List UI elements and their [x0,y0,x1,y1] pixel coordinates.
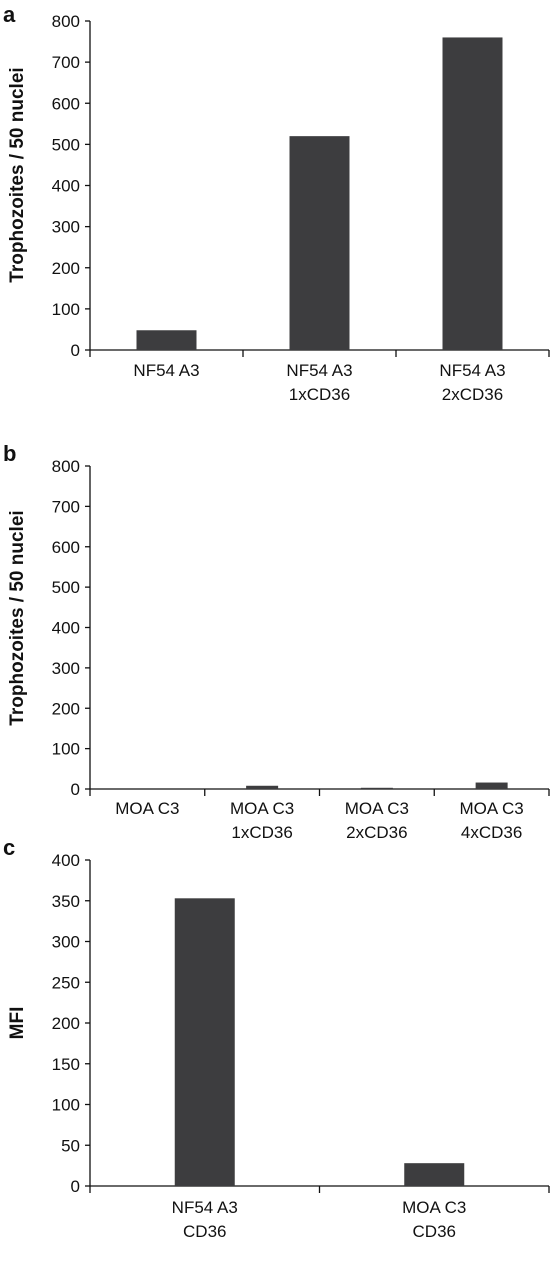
panel-c-y-tick-label: 300 [52,933,80,952]
panel-b-y-axis-title: Trophozoites / 50 nuclei [7,510,28,725]
panel-a-y-tick-label: 400 [52,177,80,196]
panel-b-category-label: MOA C3 [345,799,409,818]
panel-a-y-tick-label: 200 [52,259,80,278]
panel-a-bar [442,37,503,350]
panel-b-category-label: 1xCD36 [231,823,292,842]
panel-a-y-tick-label: 700 [52,53,80,72]
panel-b-y-tick-label: 800 [52,457,80,476]
panel-c-label: c [3,835,15,860]
panel-c-category-label: CD36 [183,1222,226,1241]
panel-c-y-tick-label: 0 [71,1177,80,1196]
panel-b-bar [246,785,279,789]
panel-b-category-label: 2xCD36 [346,823,407,842]
panel-a-bar [289,136,350,350]
panel-b-y-tick-label: 400 [52,619,80,638]
panel-b-y-tick-label: 0 [71,780,80,799]
panel-a-y-tick-label: 300 [52,218,80,237]
panel-b-y-tick-label: 100 [52,740,80,759]
panel-a-category-label: NF54 A3 [286,361,352,380]
panel-a-y-tick-label: 0 [71,341,80,360]
panel-c-y-tick-label: 250 [52,973,80,992]
panel-b-y-tick-label: 500 [52,578,80,597]
panel-b-y-tick-label: 600 [52,538,80,557]
panel-b-category-label: MOA C3 [230,799,294,818]
panel-c-y-tick-label: 150 [52,1055,80,1074]
panel-b-bar [475,782,508,789]
panel-a-bar [136,330,197,350]
panel-b-y-tick-label: 700 [52,497,80,516]
panel-a-category-label: 2xCD36 [442,385,503,404]
panel-a-category-label: NF54 A3 [133,361,199,380]
panel-c-y-tick-label: 50 [61,1136,80,1155]
panel-c-y-tick-label: 100 [52,1096,80,1115]
panel-a-category-label: 1xCD36 [289,385,350,404]
panel-c-category-label: MOA C3 [402,1198,466,1217]
panel-a-category-label: NF54 A3 [439,361,505,380]
panel-b-y-tick-label: 300 [52,659,80,678]
panel-c-category-label: CD36 [413,1222,456,1241]
panel-b-bar [360,787,393,789]
panel-b-category-label: 4xCD36 [461,823,522,842]
panel-a-y-tick-label: 100 [52,300,80,319]
panel-b-category-label: MOA C3 [460,799,524,818]
panel-c-bar [404,1163,465,1186]
panel-c-y-axis-title: MFI [7,1007,28,1040]
panel-a-y-tick-label: 500 [52,135,80,154]
panel-a-y-tick-label: 800 [52,12,80,31]
panel-b-category-label: MOA C3 [115,799,179,818]
panel-c-y-tick-label: 200 [52,1014,80,1033]
panel-b-label: b [3,441,16,466]
panel-a-y-axis-title: Trophozoites / 50 nuclei [7,67,28,282]
panel-a-y-tick-label: 600 [52,94,80,113]
panel-c-y-tick-label: 400 [52,851,80,870]
panel-c-bar [174,898,235,1186]
panel-c-y-tick-label: 350 [52,892,80,911]
panel-c-category-label: NF54 A3 [172,1198,238,1217]
panel-a-label: a [3,2,16,27]
panel-b-y-tick-label: 200 [52,699,80,718]
